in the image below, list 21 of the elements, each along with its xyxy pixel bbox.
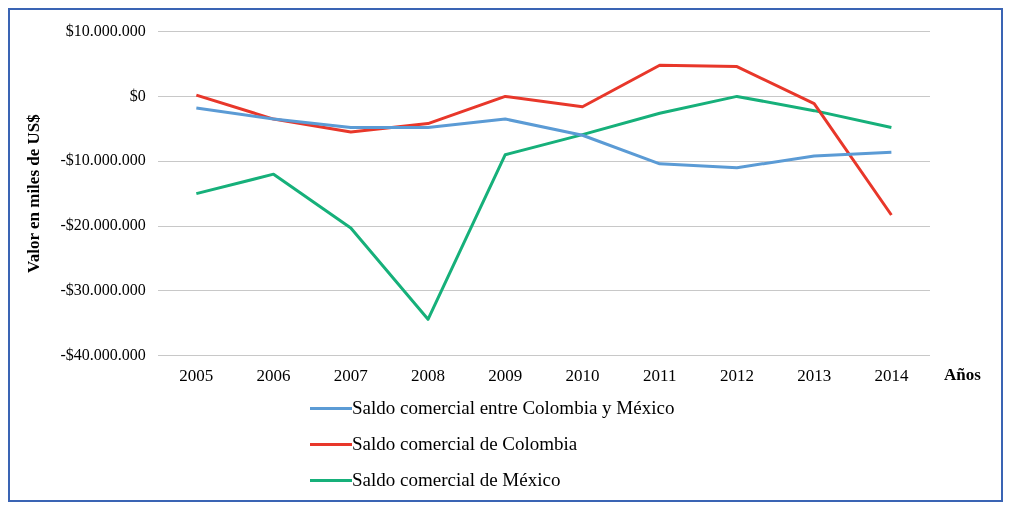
x-tick-label: 2010 [565, 366, 600, 386]
x-tick-label: 2009 [488, 366, 523, 386]
y-axis-title: Valor en miles de US$ [23, 113, 43, 273]
x-tick-label: 2012 [719, 366, 754, 386]
x-tick-label: 2005 [179, 366, 214, 386]
y-tick-label: $0 [129, 86, 146, 104]
y-tick-label: $10.000.000 [65, 21, 146, 39]
legend-label: Saldo comercial de México [352, 469, 561, 491]
y-tick-label: -$10.000.000 [60, 151, 146, 169]
legend-label: Saldo comercial de Colombia [352, 433, 578, 455]
x-tick-label: 2013 [797, 366, 832, 386]
x-tick-label: 2008 [411, 366, 446, 386]
x-axis-title: Años [944, 364, 982, 384]
x-tick-label: 2006 [256, 366, 291, 386]
y-tick-label: -$20.000.000 [60, 216, 146, 234]
x-tick-label: 2011 [643, 366, 677, 386]
y-tick-label: -$30.000.000 [60, 281, 146, 298]
legend-label: Saldo comercial entre Colombia y México [352, 397, 675, 419]
y-tick-label: -$40.000.000 [60, 345, 146, 363]
x-tick-label: 2014 [874, 366, 909, 386]
x-tick-label: 2007 [333, 366, 369, 386]
